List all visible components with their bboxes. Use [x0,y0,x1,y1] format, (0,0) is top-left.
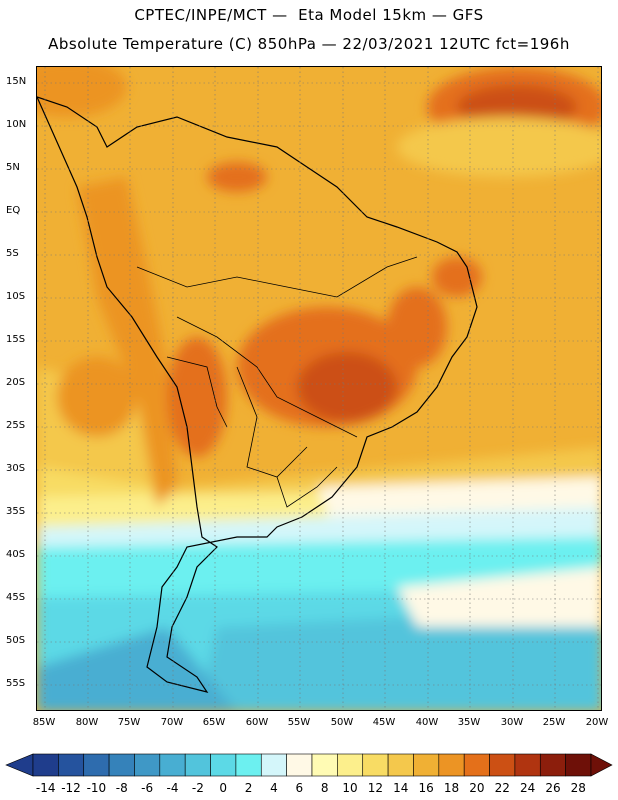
colorbar-swatch [438,753,465,777]
lat-label: 55S [6,678,26,689]
colorbar-swatch [134,753,161,777]
colorbar-swatch [184,753,211,777]
colorbar-swatch [539,753,566,777]
colorbar-tick-label: 2 [244,781,253,795]
colorbar-tick-label: 22 [494,781,510,795]
colorbar-tick-label: -6 [141,781,154,795]
lon-label: 75W [117,717,141,728]
map-field [37,67,601,710]
colorbar-tick-label: 26 [545,781,561,795]
lon-label: 45W [372,717,396,728]
colorbar-tick-label: 8 [320,781,329,795]
colorbar-arrow-low [5,753,34,777]
colorbar-swatch [514,753,541,777]
lat-label: 40S [6,549,26,560]
colorbar-swatch [311,753,338,777]
colorbar-tick-label: -12 [61,781,81,795]
colorbar-tick-label: -14 [35,781,56,795]
colorbar-swatch [108,753,135,777]
lon-label: 65W [202,717,226,728]
chart-title-line1: CPTEC/INPE/MCT — Eta Model 15km — GFS [134,6,484,24]
lat-label: 5S [6,248,19,259]
colorbar-tick-label: -4 [166,781,179,795]
lat-label: EQ [6,205,21,216]
colorbar-swatch [489,753,516,777]
colorbar-swatch [413,753,440,777]
lat-label: 15N [6,76,27,87]
colorbar-swatch [362,753,389,777]
colorbar-swatch [387,753,414,777]
colorbar-swatch [260,753,287,777]
colorbar-tick-label: 6 [295,781,304,795]
colorbar-arrow-high [590,753,613,777]
colorbar-swatch [210,753,237,777]
colorbar-tick-label: -2 [191,781,204,795]
colorbar-tick-label: 16 [418,781,434,795]
colorbar-swatch [235,753,262,777]
lon-label: 55W [287,717,311,728]
colorbar-tick-label: 10 [342,781,358,795]
colorbar-tick-label: 28 [570,781,586,795]
colorbar-tick-label: 4 [270,781,278,795]
lat-label: 30S [6,463,26,474]
colorbar-swatch [286,753,313,777]
colorbar-tick-label: -10 [86,781,107,795]
lat-label: 5N [6,162,20,173]
lon-label: 40W [415,717,439,728]
lat-label: 45S [6,592,26,603]
colorbar-swatch [32,753,59,777]
lon-label: 30W [500,717,524,728]
lat-label: 15S [6,334,26,345]
colorbar-swatch [463,753,490,777]
colorbar-tick-label: 24 [519,781,536,795]
lon-label: 70W [160,717,184,728]
lat-label: 20S [6,377,26,388]
lat-label: 25S [6,420,26,431]
temperature-map [36,66,602,711]
lon-label: 25W [542,717,566,728]
lon-label: 85W [32,717,56,728]
colorbar-swatch [58,753,85,777]
lon-label: 50W [330,717,354,728]
colorbar-swatch [565,753,592,777]
lon-label: 60W [245,717,269,728]
colorbar-tick-label: 14 [393,781,409,795]
lon-label: 80W [75,717,99,728]
lat-label: 10S [6,291,26,302]
colorbar-tick-label: 12 [367,781,384,795]
colorbar-tick-label: 0 [219,781,228,795]
colorbar-swatch [83,753,110,777]
lon-label: 35W [457,717,481,728]
lat-label: 50S [6,635,26,646]
colorbar-swatch [337,753,364,777]
lon-label: 20W [585,717,609,728]
colorbar-swatch [159,753,186,777]
chart-title-line2: Absolute Temperature (C) 850hPa — 22/03/… [48,35,570,53]
lat-label: 35S [6,506,26,517]
colorbar-tick-label: -8 [115,781,128,795]
colorbar-tick-label: 20 [469,781,485,795]
colorbar [5,753,613,777]
colorbar-tick-label: 18 [443,781,460,795]
lat-label: 10N [6,119,27,130]
